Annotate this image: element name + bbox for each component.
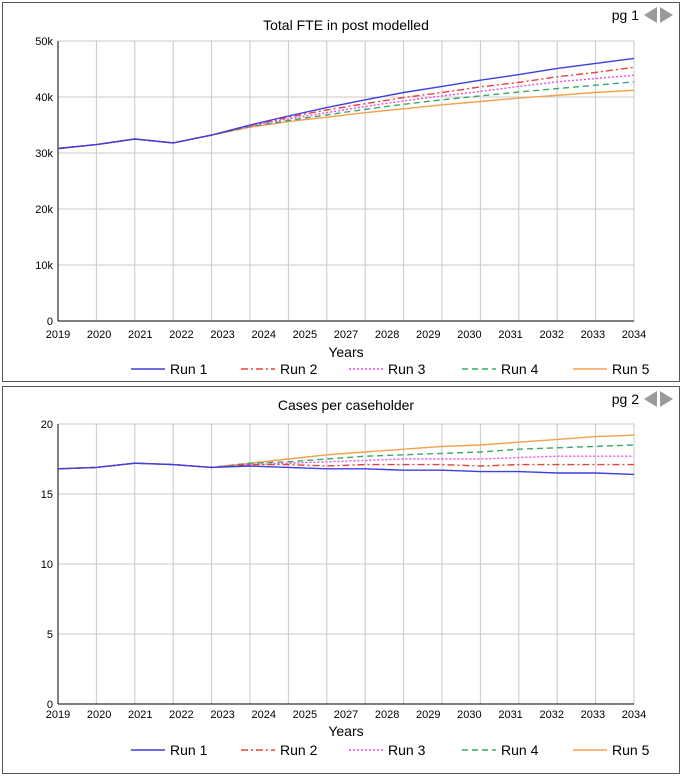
y-tick-label: 0 [47,699,53,711]
x-axis-label: Years [328,723,363,739]
legend-label-run-1: Run 1 [170,742,208,758]
x-tick-label: 2031 [498,709,522,721]
y-tick-label: 10k [35,260,53,272]
x-tick-label: 2029 [416,329,440,341]
x-tick-label: 2021 [128,709,152,721]
x-tick-label: 2032 [539,709,563,721]
prev-page-arrow-icon[interactable] [644,7,657,23]
line-chart-cases: Cases per caseholder 0 5 10 15 20 2019 2020 2021… [41,397,650,758]
x-axis-label: Years [328,344,363,360]
x-tick-label: 2027 [334,709,358,721]
legend-label-run-5: Run 5 [612,742,650,758]
y-tick-label: 40k [35,92,53,104]
series-line-run-1 [57,57,635,150]
x-tick-label: 2021 [128,329,152,341]
legend-label-run-1: Run 1 [170,361,208,377]
legend-label-run-3: Run 3 [388,361,426,377]
x-tick-label: 2031 [498,329,522,341]
series-line-run-4 [57,444,635,470]
y-tick-label: 20 [41,419,53,431]
series-line-run-1 [57,462,635,476]
x-tick-label: 2022 [169,329,193,341]
x-tick-label: 2032 [539,329,563,341]
x-tick-label: 2022 [169,709,193,721]
x-tick-label: 2025 [293,329,317,341]
series-line-run-4 [57,81,635,150]
chart-panel-fte: pg 1 Total FTE in post modelled 0 10k 20k 30… [2,2,680,382]
x-tick-label: 2033 [581,329,605,341]
x-tick-label: 2034 [622,329,646,341]
x-tick-label: 2030 [457,709,481,721]
y-tick-label: 15 [41,489,53,501]
x-tick-label: 2034 [622,709,646,721]
y-tick-label: 10 [41,559,53,571]
x-tick-label: 2019 [46,329,70,341]
x-tick-label: 2020 [87,329,111,341]
x-tick-label: 2030 [457,329,481,341]
x-tick-label: 2019 [46,709,70,721]
pager: pg 2 [612,391,673,407]
y-tick-label: 0 [47,316,53,328]
chart-panel-cases: pg 2 Cases per caseholder 0 5 10 15 20 2019 202… [2,386,680,774]
page-label: pg 1 [611,7,639,23]
x-tick-label: 2029 [416,709,440,721]
legend-label-run-5: Run 5 [612,361,650,377]
pager: pg 1 [612,7,673,23]
y-tick-label: 50k [35,36,53,48]
page-label: pg 2 [611,391,639,407]
legend-label-run-2: Run 2 [280,742,318,758]
x-tick-label: 2023 [210,709,234,721]
x-tick-label: 2033 [581,709,605,721]
line-chart-fte: Total FTE in post modelled 0 10k 20k 30k 40k 5… [35,17,650,377]
x-tick-label: 2028 [375,709,399,721]
y-tick-label: 20k [35,204,53,216]
next-page-arrow-icon[interactable] [660,391,673,407]
legend-label-run-4: Run 4 [501,742,539,758]
next-page-arrow-icon[interactable] [660,7,673,23]
x-tick-label: 2025 [293,709,317,721]
x-tick-label: 2020 [87,709,111,721]
x-tick-label: 2028 [375,329,399,341]
y-tick-label: 5 [47,629,53,641]
chart-title: Cases per caseholder [278,397,415,413]
legend-label-run-3: Run 3 [388,742,426,758]
x-tick-label: 2024 [251,329,275,341]
legend-label-run-4: Run 4 [501,361,539,377]
x-tick-label: 2024 [251,709,275,721]
y-tick-label: 30k [35,148,53,160]
chart-title: Total FTE in post modelled [263,17,429,33]
series-line-run-2 [57,66,635,150]
x-tick-label: 2027 [334,329,358,341]
series-line-run-3 [57,455,634,470]
legend-label-run-2: Run 2 [280,361,318,377]
prev-page-arrow-icon[interactable] [644,391,657,407]
x-tick-label: 2023 [210,329,234,341]
